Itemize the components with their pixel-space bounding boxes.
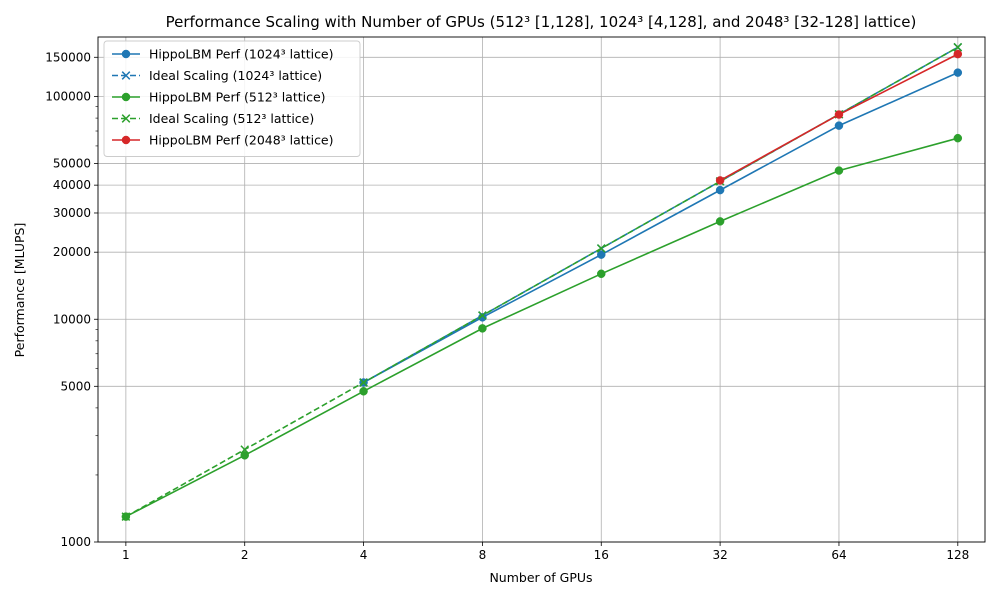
data-point xyxy=(240,451,249,460)
data-point xyxy=(953,68,963,77)
legend: HippoLBM Perf (1024³ lattice) Ideal Scali… xyxy=(103,40,361,157)
data-point xyxy=(834,110,844,119)
x-tick-label: 128 xyxy=(946,548,969,562)
y-tick-label: 50000 xyxy=(53,157,91,171)
y-axis-label: Performance [MLUPS] xyxy=(12,223,27,358)
legend-label: Ideal Scaling (512³ lattice) xyxy=(149,111,314,126)
y-tick-label: 5000 xyxy=(60,379,91,393)
x-tick-label: 2 xyxy=(241,548,249,562)
data-point xyxy=(478,313,487,322)
data-point xyxy=(834,166,844,175)
data-point xyxy=(715,217,725,226)
y-tick-label: 1000 xyxy=(60,535,91,549)
y-tick-label: 20000 xyxy=(53,245,91,259)
data-point xyxy=(359,387,368,396)
axis-ticks: 1 2 4 8 16 32 64 128 1000 5000 10000 20000 30000 4000… xyxy=(45,50,969,562)
legend-label: Ideal Scaling (1024³ lattice) xyxy=(149,68,322,83)
series-3 xyxy=(121,133,963,521)
data-point xyxy=(953,133,963,143)
legend-label: HippoLBM Perf (512³ lattice) xyxy=(149,90,326,105)
legend-box xyxy=(103,40,361,157)
x-tick-label: 64 xyxy=(831,548,846,562)
data-point xyxy=(834,121,844,130)
data-point xyxy=(240,445,250,454)
x-axis-label: Number of GPUs xyxy=(489,570,592,585)
data-point xyxy=(596,244,606,253)
plot-frame xyxy=(97,36,986,543)
y-tick-label: 10000 xyxy=(53,312,91,326)
x-tick-label: 4 xyxy=(360,548,368,562)
data-point xyxy=(953,42,963,52)
legend-marker xyxy=(121,135,131,145)
x-tick-label: 8 xyxy=(479,548,487,562)
legend-entry: Ideal Scaling (512³ lattice) xyxy=(112,111,314,126)
data-point xyxy=(478,324,487,333)
y-tick-label: 40000 xyxy=(53,178,91,192)
data-point xyxy=(597,269,606,279)
data-point xyxy=(121,512,131,521)
legend-marker xyxy=(121,92,131,102)
data-point xyxy=(597,250,606,259)
series-line xyxy=(363,71,959,384)
x-tick-label: 1 xyxy=(122,548,130,562)
data-point xyxy=(715,176,725,185)
series-line xyxy=(125,137,959,518)
chart-title: Performance Scaling with Number of GPUs … xyxy=(166,13,917,31)
legend-marker xyxy=(121,114,131,123)
data-point xyxy=(478,311,487,320)
y-tick-label: 30000 xyxy=(53,206,91,220)
x-tick-label: 16 xyxy=(594,548,609,562)
data-point xyxy=(359,378,368,387)
series-1 xyxy=(359,68,963,387)
series-5 xyxy=(715,49,963,185)
legend-marker xyxy=(121,49,131,59)
data-point xyxy=(953,49,963,59)
legend-entry: Ideal Scaling (1024³ lattice) xyxy=(112,68,322,83)
data-point xyxy=(715,185,725,195)
y-tick-label: 150000 xyxy=(45,50,91,64)
x-tick-label: 32 xyxy=(712,548,727,562)
series-layer xyxy=(121,42,963,521)
legend-label: HippoLBM Perf (2048³ lattice) xyxy=(149,133,334,148)
legend-entry: HippoLBM Perf (1024³ lattice) xyxy=(112,47,334,62)
y-tick-label: 100000 xyxy=(45,90,91,104)
legend-entry: HippoLBM Perf (2048³ lattice) xyxy=(112,133,334,148)
legend-label: HippoLBM Perf (1024³ lattice) xyxy=(149,47,334,62)
legend-marker xyxy=(121,71,131,80)
grid xyxy=(98,37,985,543)
legend-entry: HippoLBM Perf (512³ lattice) xyxy=(112,90,326,105)
